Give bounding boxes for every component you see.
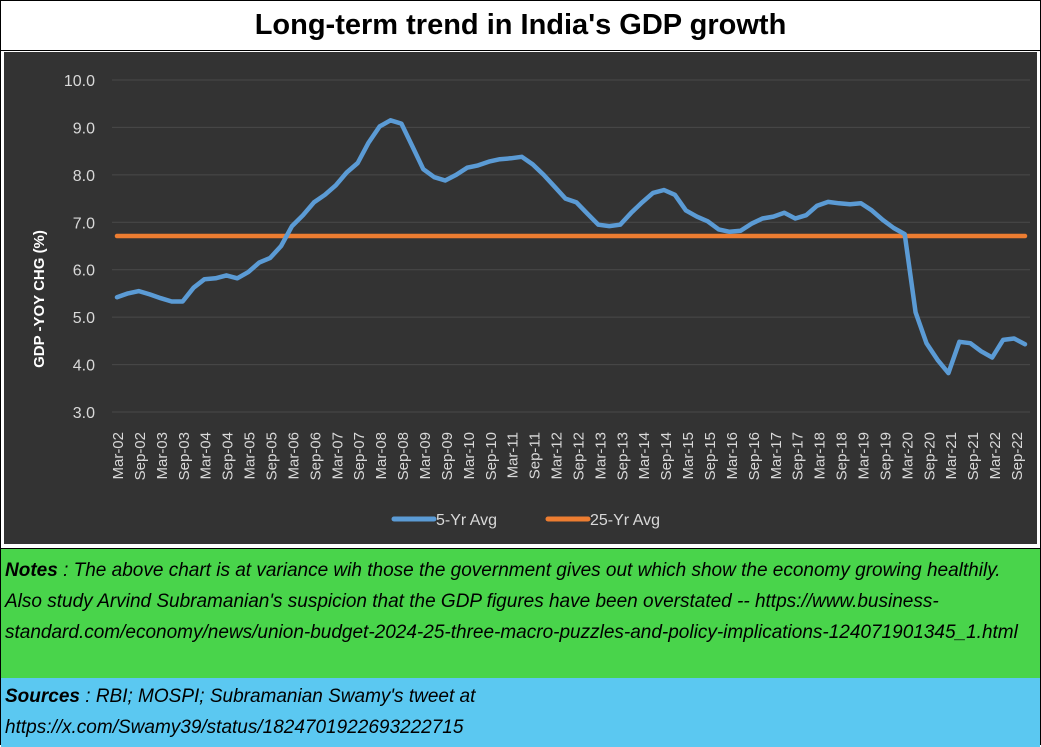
x-tick-label: Sep-15: [702, 432, 719, 480]
y-tick-label: 5.0: [73, 310, 95, 327]
y-tick-label: 6.0: [73, 263, 95, 280]
notes-box: Notes : The above chart is at variance w…: [1, 548, 1040, 684]
x-tick-label: Mar-08: [373, 432, 390, 480]
x-tick-label: Sep-16: [746, 432, 763, 480]
x-tick-label: Mar-19: [856, 432, 873, 480]
x-tick-label: Mar-03: [154, 432, 171, 480]
x-axis-ticks: Mar-02 Sep-02 Mar-03 Sep-03 Mar-04 Sep-04 Mar-…: [110, 432, 1026, 480]
x-tick-label: Sep-09: [439, 432, 456, 480]
x-tick-label: Sep-05: [263, 432, 280, 480]
y-tick-label: 8.0: [73, 168, 95, 185]
x-tick-label: Mar-16: [724, 432, 741, 480]
legend-label: 5-Yr Avg: [436, 512, 497, 529]
legend-label: 25-Yr Avg: [590, 512, 660, 529]
x-tick-label: Mar-20: [899, 432, 916, 480]
y-tick-label: 3.0: [73, 405, 95, 422]
y-axis-label: GDP -YOY CHG (%): [31, 230, 48, 368]
x-tick-label: Sep-13: [614, 432, 631, 480]
y-tick-label: 4.0: [73, 358, 95, 375]
x-tick-label: Sep-21: [965, 432, 982, 480]
line-chart: 10.0 9.0 8.0 7.0 6.0 5.0 4.0 3.0 GDP -YOY CHG (…: [31, 73, 1030, 529]
x-tick-label: Mar-05: [242, 432, 259, 480]
chart-panel: 10.0 9.0 8.0 7.0 6.0 5.0 4.0 3.0 GDP -YOY CHG (…: [4, 52, 1037, 544]
x-tick-label: Sep-04: [220, 432, 237, 480]
x-tick-label: Sep-06: [307, 432, 324, 480]
x-tick-label: Sep-03: [176, 432, 193, 480]
x-tick-label: Mar-06: [285, 432, 302, 480]
series-line-5-yr-avg: [114, 118, 1028, 376]
x-tick-label: Sep-12: [570, 432, 587, 480]
legend: 5-Yr Avg 25-Yr Avg: [391, 512, 660, 529]
x-tick-label: Sep-19: [877, 432, 894, 480]
x-tick-label: Mar-09: [417, 432, 434, 480]
page-title: Long-term trend in India's GDP growth: [1, 1, 1040, 51]
sources-text: : RBI; MOSPI; Subramanian Swamy's tweet …: [79, 686, 476, 707]
x-tick-label: Mar-21: [943, 432, 960, 480]
x-tick-label: Sep-20: [921, 432, 938, 480]
x-tick-label: Sep-22: [1009, 432, 1026, 480]
x-tick-label: Mar-02: [110, 432, 127, 480]
x-tick-label: Mar-15: [680, 432, 697, 480]
notes-label: Notes: [5, 560, 58, 581]
gridlines: [112, 79, 1030, 413]
x-tick-label: Sep-14: [658, 432, 675, 480]
x-tick-label: Mar-11: [505, 432, 522, 478]
notes-text: : The above chart is at variance wih tho…: [5, 560, 1018, 643]
y-tick-label: 7.0: [73, 215, 95, 232]
y-tick-label: 9.0: [73, 120, 95, 137]
x-tick-label: Sep-10: [483, 432, 500, 480]
x-tick-label: Sep-02: [132, 432, 149, 480]
x-tick-label: Sep-11: [527, 432, 544, 479]
x-tick-label: Mar-18: [812, 432, 829, 480]
x-tick-label: Sep-07: [351, 432, 368, 480]
x-tick-label: Sep-18: [834, 432, 851, 480]
sources-label: Sources: [5, 686, 80, 707]
y-axis-ticks: 10.0 9.0 8.0 7.0 6.0 5.0 4.0 3.0: [64, 73, 95, 422]
sources-box: Sources : RBI; MOSPI; Subramanian Swamy'…: [1, 678, 1040, 747]
x-tick-label: Mar-12: [549, 432, 566, 480]
x-tick-label: Mar-10: [461, 432, 478, 480]
x-tick-label: Mar-17: [768, 432, 785, 480]
x-tick-label: Mar-22: [987, 432, 1004, 480]
x-tick-label: Sep-17: [790, 432, 807, 480]
sources-link[interactable]: https://x.com/Swamy39/status/18247019226…: [5, 717, 464, 738]
x-tick-label: Mar-07: [329, 432, 346, 480]
x-tick-label: Sep-08: [395, 432, 412, 480]
x-tick-label: Mar-13: [592, 432, 609, 480]
x-tick-label: Mar-14: [636, 432, 653, 480]
y-tick-label: 10.0: [64, 73, 95, 90]
x-tick-label: Mar-04: [198, 432, 215, 480]
series-lines: [114, 118, 1028, 376]
